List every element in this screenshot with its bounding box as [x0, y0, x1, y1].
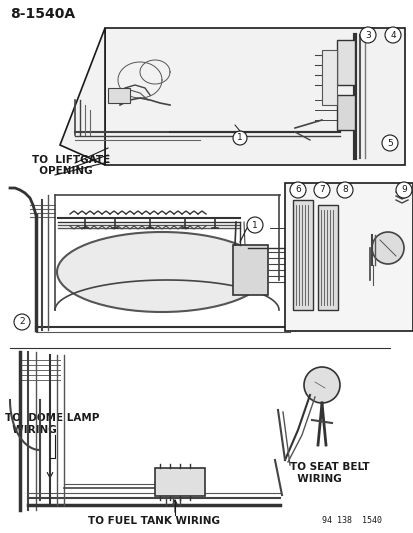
Circle shape [303, 367, 339, 403]
Text: TO  LIFTGATE: TO LIFTGATE [32, 155, 110, 165]
Text: OPENING: OPENING [32, 166, 93, 176]
Circle shape [247, 217, 262, 233]
Circle shape [359, 27, 375, 43]
Bar [154, 468, 204, 496]
Text: TO SEAT BELT: TO SEAT BELT [289, 462, 369, 472]
Bar [108, 88, 130, 103]
Text: 94 138  1540: 94 138 1540 [321, 516, 381, 525]
Bar [321, 50, 336, 105]
Text: 2: 2 [19, 318, 25, 327]
Text: TO  DOME LAMP: TO DOME LAMP [5, 413, 99, 423]
Text: 4: 4 [389, 30, 395, 39]
Ellipse shape [57, 232, 266, 312]
Bar [336, 40, 354, 85]
Text: 6: 6 [294, 185, 300, 195]
Circle shape [381, 135, 397, 151]
Text: TO FUEL TANK WIRING: TO FUEL TANK WIRING [88, 516, 219, 526]
Circle shape [289, 182, 305, 198]
Polygon shape [60, 28, 105, 165]
Text: 1: 1 [252, 221, 257, 230]
Text: 8: 8 [341, 185, 347, 195]
Text: 9: 9 [400, 185, 406, 195]
Bar [292, 200, 312, 310]
Circle shape [384, 27, 400, 43]
Bar [317, 205, 337, 310]
Text: 1: 1 [237, 133, 242, 142]
Text: 8-1540A: 8-1540A [10, 7, 75, 21]
Text: WIRING: WIRING [289, 474, 341, 484]
Circle shape [313, 182, 329, 198]
Circle shape [395, 182, 411, 198]
Text: 5: 5 [386, 139, 392, 148]
Circle shape [336, 182, 352, 198]
Bar [336, 95, 354, 130]
Polygon shape [105, 28, 404, 165]
Text: 3: 3 [364, 30, 370, 39]
Circle shape [14, 314, 30, 330]
Bar [233, 245, 267, 295]
Text: 7: 7 [318, 185, 324, 195]
Circle shape [371, 232, 403, 264]
Bar [284, 183, 412, 331]
Circle shape [233, 131, 247, 145]
Text: WIRING: WIRING [5, 425, 57, 435]
